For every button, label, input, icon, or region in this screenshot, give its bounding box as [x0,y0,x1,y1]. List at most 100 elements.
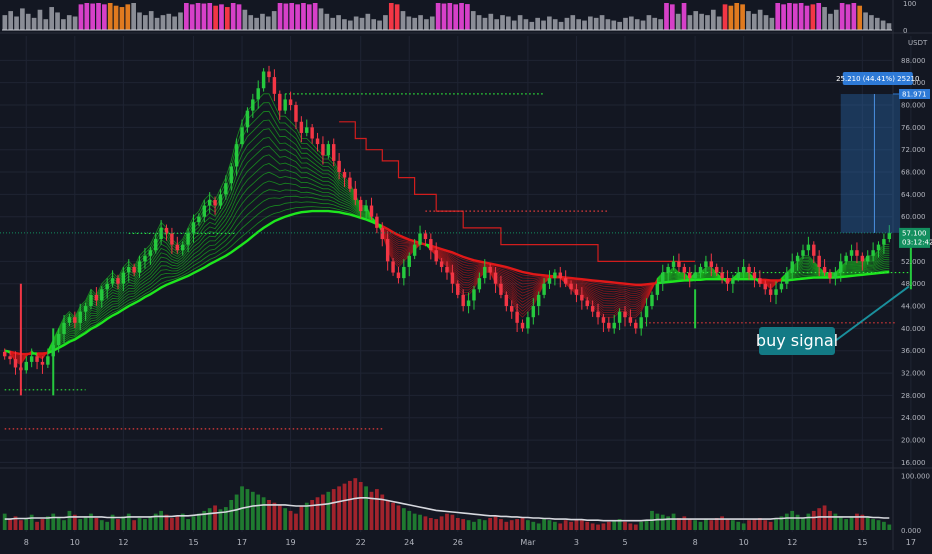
top-indicator-bar [846,4,851,30]
candle-body [451,273,454,284]
volume-bar [229,500,233,530]
top-indicator-bar [553,19,558,30]
candle-body [84,306,87,312]
volume-bar [602,523,606,530]
candle-body [375,217,378,228]
volume-bar [866,516,870,530]
volume-bar [477,519,481,530]
top-indicator-bar [295,4,300,30]
volume-bar [704,519,708,530]
volume-bar [95,518,99,530]
volume-bar [127,514,131,530]
callout-text: buy signal [756,331,838,350]
volume-bar [19,520,23,530]
top-indicator-bar [284,4,289,30]
top-indicator-bar [172,17,177,31]
candle-body [823,267,826,273]
top-indicator-bar [811,4,816,30]
volume-bar [132,520,136,530]
candle-body [591,306,594,312]
volume-bar [731,520,735,530]
candle-body [359,200,362,211]
volume-bar [321,495,325,530]
top-indicator-bar [125,4,130,30]
top-indicator-bar [617,22,622,30]
price-tick-label: 40.000 [901,325,926,333]
candle-body [3,352,6,356]
volume-bar [51,514,55,530]
candle-body [715,267,718,273]
volume-bar [510,520,514,530]
top-indicator-bar [570,15,575,30]
candle-body [127,267,130,273]
measure-range-box[interactable] [841,94,900,233]
price-tick-label: 60.000 [901,213,926,221]
candle-body [855,250,858,256]
candle-body [294,105,297,122]
top-indicator-bar [96,3,101,30]
top-indicator-bar [629,17,634,31]
candle-body [596,312,599,318]
volume-bar [397,505,401,530]
candle-body [817,256,820,267]
candle-body [46,356,49,364]
target-price-tag: 81.971 [899,89,930,99]
volume-bar [348,481,352,530]
candle-body [445,267,448,273]
candle-body [170,233,173,244]
volume-bar [736,522,740,530]
top-indicator-bar [430,17,435,31]
volume-bar [461,519,465,530]
candle-body [645,306,648,317]
candle-body [267,72,270,78]
top-indicator-bar [184,3,189,30]
volume-bar [197,514,201,530]
candle-body [424,233,427,239]
top-indicator-bar [395,4,400,30]
candle-body [95,295,98,301]
top-indicator-bar [494,19,499,30]
candle-body [866,256,869,262]
top-indicator-bar [600,15,605,30]
volume-bar [434,519,438,530]
top-indicator-bar [711,10,716,30]
price-tick-label: 24.000 [901,414,926,422]
top-indicator-bar [670,4,675,30]
top-indicator-bar [84,3,89,30]
candle-body [699,267,702,273]
top-tick-label: 0 [903,27,907,35]
top-indicator-bar [61,19,66,30]
top-indicator-bar [635,19,640,30]
top-indicator-bar [418,15,423,30]
candle-body [575,289,578,295]
top-indicator-bar [676,14,681,30]
volume-bar [871,519,875,530]
candle-body [861,256,864,262]
candle-body [812,245,815,256]
volume-bar [418,515,422,530]
candle-body [807,245,810,251]
top-indicator-bar [541,21,546,30]
volume-bar [440,516,444,530]
candle-body [391,261,394,272]
volume-bar [709,520,713,530]
top-indicator-bar [863,12,868,30]
ribbon-line [37,353,48,354]
target-price-label: 81.971 [902,91,927,99]
time-tick-label: 19 [285,538,295,547]
top-indicator-bar [108,3,113,30]
volume-bar [537,523,541,530]
top-indicator-bar [535,18,540,30]
candle-body [213,200,216,206]
top-indicator-bar [746,11,751,30]
candle-body [505,295,508,306]
top-indicator-bar [693,11,698,30]
candle-body [656,284,659,295]
candle-body [402,267,405,278]
volume-bar [661,515,665,530]
volume-bar [35,522,39,530]
top-indicator-bar [857,6,862,30]
volume-bar [78,519,82,530]
